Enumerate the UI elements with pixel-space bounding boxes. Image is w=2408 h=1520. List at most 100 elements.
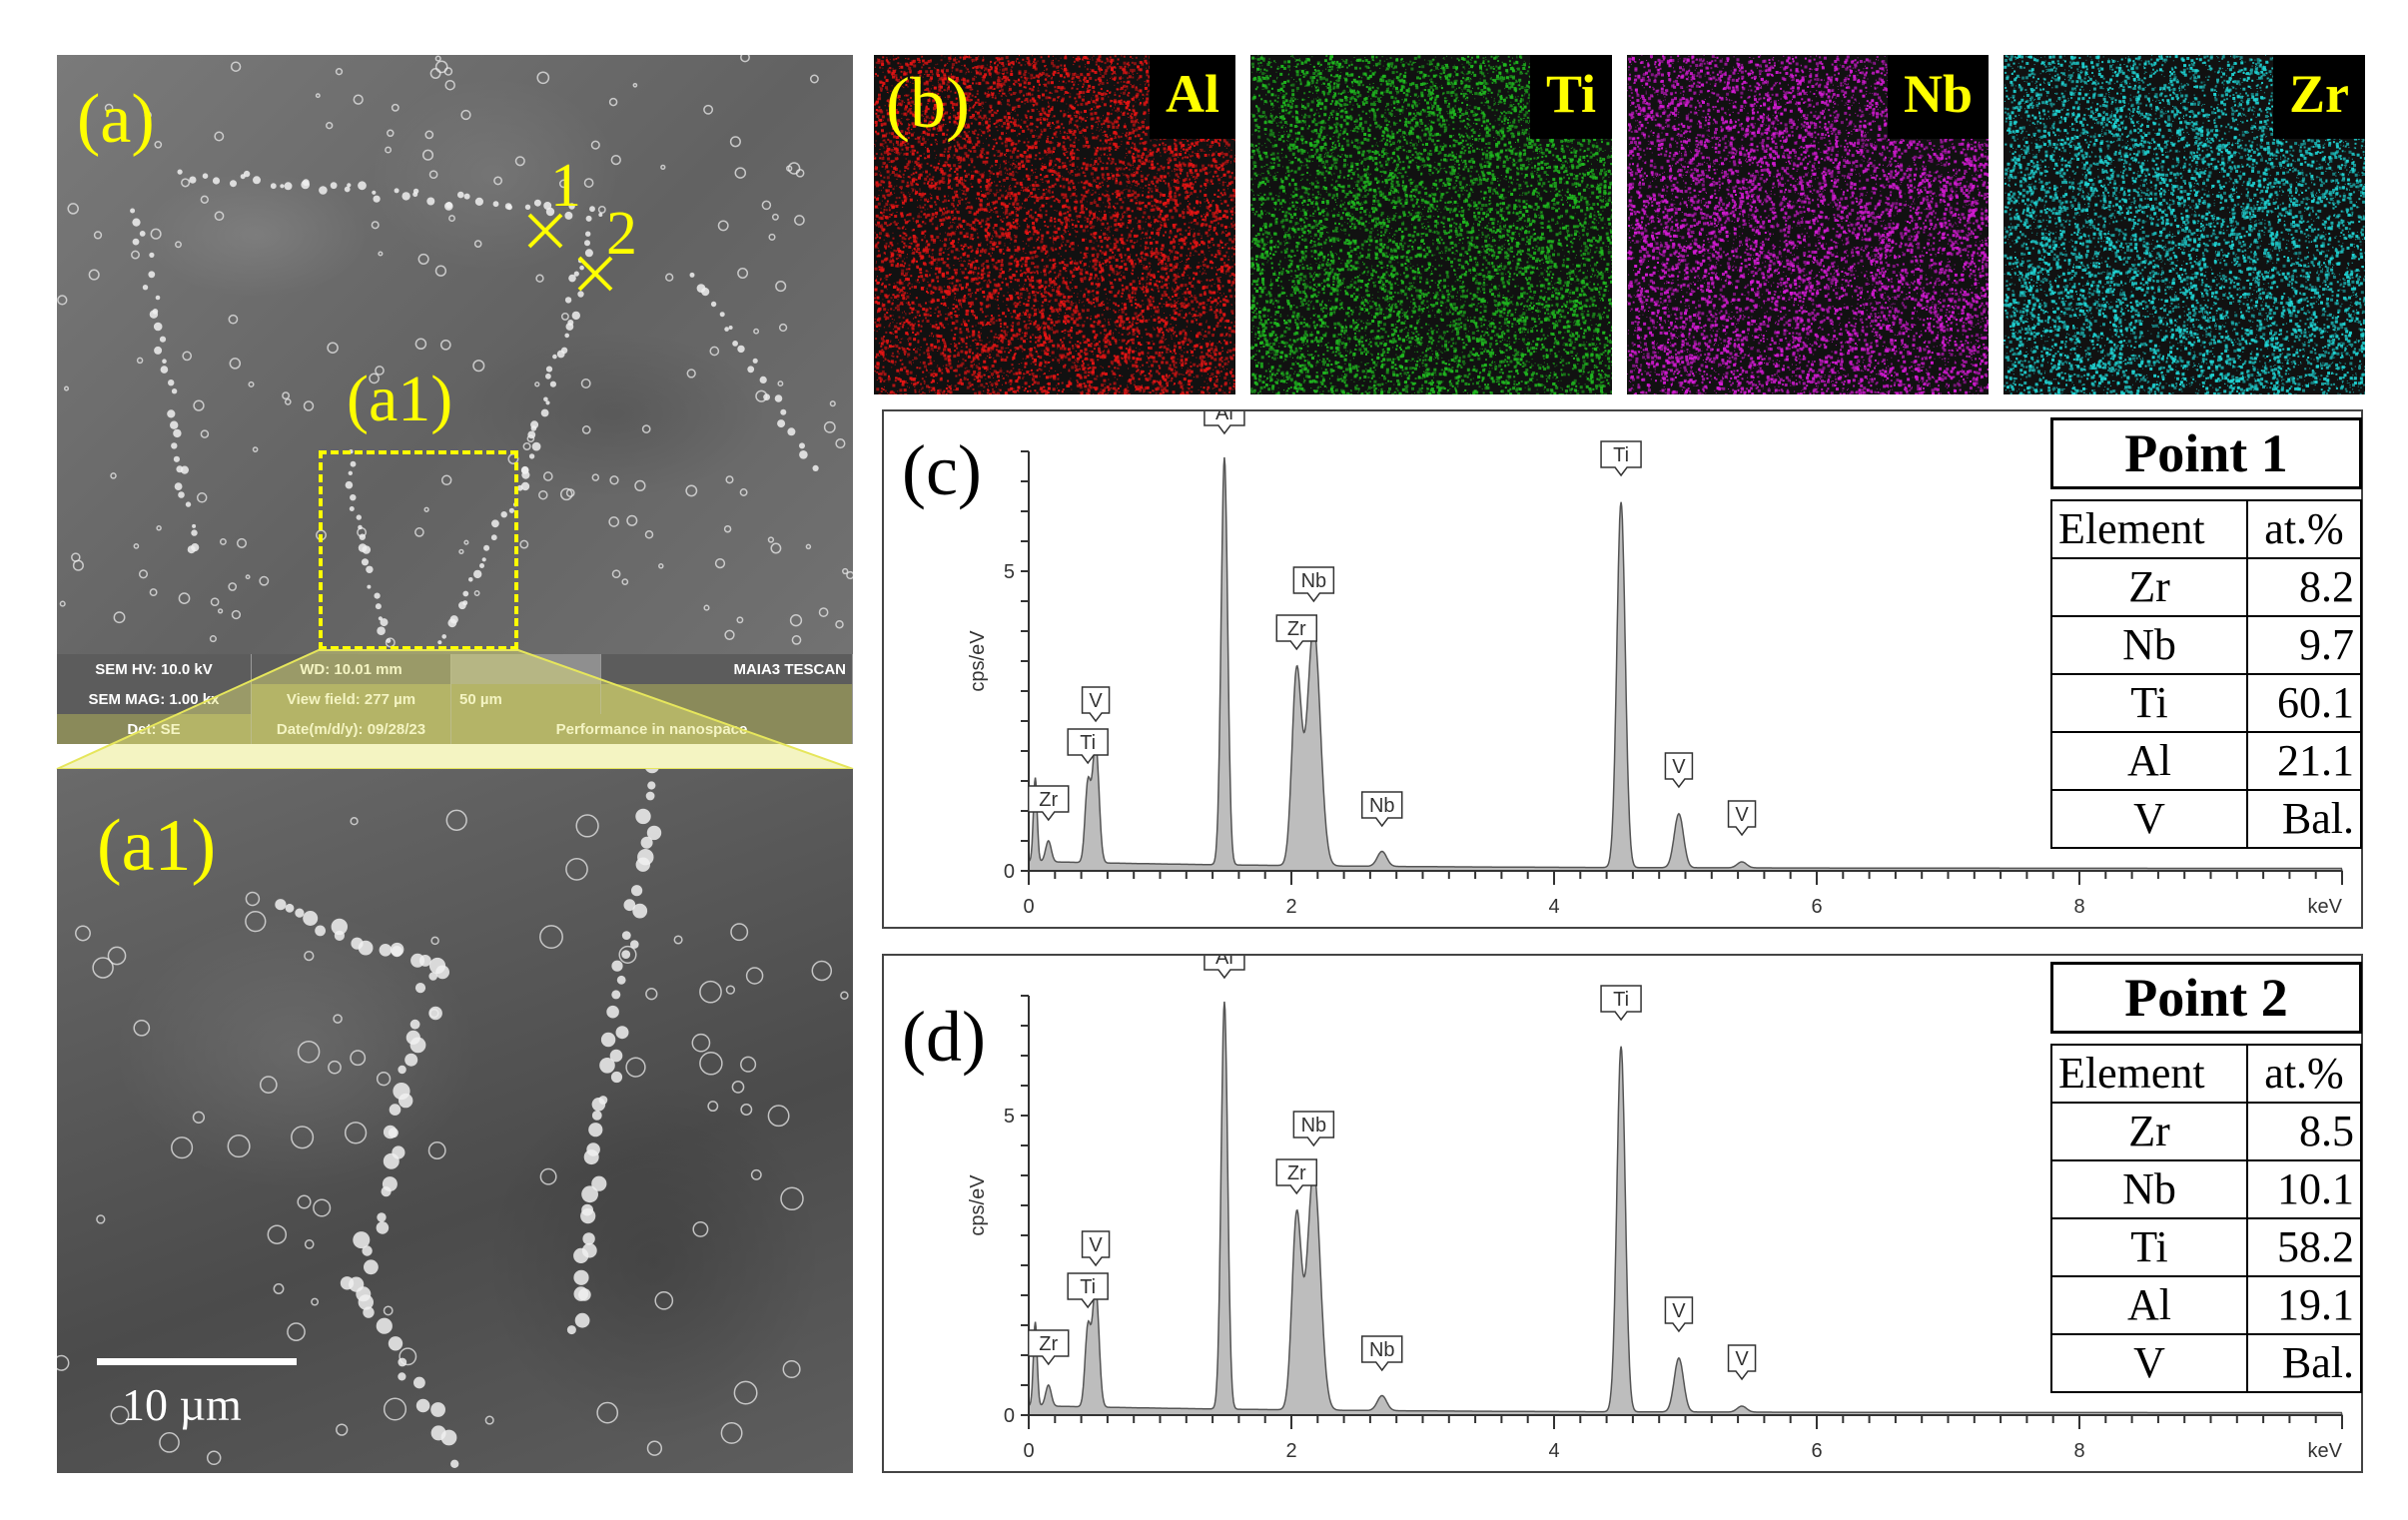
peak-label-ti: Ti [1600,985,1642,1022]
zoom-texture [57,769,849,1468]
peak-label-ti: Ti [1067,728,1109,765]
point-marker-1 [527,213,563,249]
table-row: Zr 8.5 [2050,1102,2362,1161]
cell-element: Zr [2050,557,2248,617]
cell-value: 8.5 [2246,1102,2362,1161]
peak-label-nb: Nb [1292,566,1335,603]
point-1-table: Element at.% Zr 8.2 Nb 9.7 Ti 60.1 Al 21.1 V… [2050,499,2362,849]
scale-bar-label: 10 µm [122,1378,242,1431]
peak-label-zr: Zr [1027,1329,1070,1366]
cell-element: Al [2050,1275,2248,1335]
x-tick-label: 8 [2073,1440,2084,1462]
point-label-2: 2 [606,203,637,265]
y-tick-label: 0 [1004,861,1015,883]
table-row: V Bal. [2050,789,2362,849]
header-at: at.% [2246,499,2362,559]
peak-label-v: V [1664,1296,1694,1333]
sem-brand: MAIA3 TESCAN [601,654,853,684]
peak-label-v: V [1081,686,1111,723]
panel-label-a: (a) [77,85,155,155]
sem-info-row-2: SEM MAG: 1.00 kx View field: 277 µm 50 µ… [57,684,853,714]
y-tick-label: 0 [1004,1405,1015,1427]
cell-element: V [2050,789,2248,849]
cell-value: Bal. [2246,1333,2362,1393]
map-badge-zr: Zr [2273,55,2365,139]
cell-element: V [2050,1333,2248,1393]
point-2-title: Point 2 [2050,962,2362,1034]
cell-value: Bal. [2246,789,2362,849]
peak-label-v: V [1727,1344,1757,1381]
scale-ruler [451,654,601,684]
map-badge-al: Al [1150,55,1235,139]
cell-element: Nb [2050,615,2248,675]
peak-label-al: Al [1204,411,1245,435]
sem-info-bar: SEM HV: 10.0 kV WD: 10.01 mm MAIA3 TESCA… [57,654,853,744]
point-label-1: 1 [550,155,581,217]
cell-value: 10.1 [2246,1159,2362,1219]
x-tick-label: 4 [1548,896,1559,918]
x-tick-label: 4 [1548,1440,1559,1462]
table-row: Ti 60.1 [2050,673,2362,733]
spectrum-panel-d: 0 2 4 6 8 0 5 keV cps/eV Zr Ti V Al Zr Nb Nb Ti V V (d) Po… [882,954,2363,1473]
y-tick-label: 5 [1004,1106,1015,1128]
x-tick-label: 0 [1023,1440,1034,1462]
roi-box [319,450,518,650]
sem-slogan: Performance in nanospace [451,714,853,744]
point-marker-2 [577,256,613,292]
table-header: Element at.% [2050,1044,2362,1104]
spectrum-area [1028,1001,2343,1416]
peak-label-nb: Nb [1360,791,1403,828]
y-tick-label: 5 [1004,561,1015,583]
x-tick-label: 8 [2073,896,2084,918]
cell-element: Ti [2050,1217,2248,1277]
peak-label-ti: Ti [1067,1272,1109,1309]
sem-detector: Det: SE [57,714,252,744]
sem-date: Date(m/d/y): 09/28/23 [252,714,451,744]
map-badge-ti: Ti [1529,55,1612,139]
cell-value: 19.1 [2246,1275,2362,1335]
sem-info-blank [601,684,853,714]
table-row: Al 21.1 [2050,731,2362,791]
y-axis-title: cps/eV [967,630,989,692]
sem-scale-text: 50 µm [451,684,601,714]
table-row: Zr 8.2 [2050,557,2362,617]
x-tick-label: 2 [1285,1440,1296,1462]
cell-value: 9.7 [2246,615,2362,675]
point-1-title: Point 1 [2050,417,2362,489]
table-row: V Bal. [2050,1333,2362,1393]
scale-bar [97,1358,297,1365]
peak-label-v: V [1727,800,1757,837]
spectrum-panel-c: 0 2 4 6 8 0 5 keV cps/eV Zr Ti V Al Zr Nb Nb Ti V V (c) Po… [882,409,2363,929]
peak-label-nb: Nb [1292,1111,1335,1147]
spectrum-area [1028,456,2343,872]
x-axis-title: keV [2308,896,2343,918]
cell-value: 60.1 [2246,673,2362,733]
map-badge-nb: Nb [1887,55,1989,139]
header-element: Element [2050,1044,2248,1104]
table-row: Nb 9.7 [2050,615,2362,675]
sem-hv: SEM HV: 10.0 kV [57,654,252,684]
y-axis-title: cps/eV [967,1174,989,1236]
eds-map-zr: Zr [2004,55,2365,394]
peak-label-v: V [1081,1230,1111,1267]
sem-micrograph: 1 2 (a) (a1) [57,55,853,654]
header-element: Element [2050,499,2248,559]
sem-wd: WD: 10.01 mm [252,654,451,684]
sem-image-a1: (a1) 10 µm [57,769,853,1473]
sem-info-row-3: Det: SE Date(m/d/y): 09/28/23 Performanc… [57,714,853,744]
table-row: Al 19.1 [2050,1275,2362,1335]
inset-label-a1: (a1) [347,367,452,432]
x-tick-label: 6 [1811,1440,1822,1462]
peak-label-ti: Ti [1600,440,1642,477]
panel-label-c: (c) [902,429,982,512]
peak-label-zr: Zr [1027,785,1070,822]
grain-texture [57,55,853,648]
point-2-table: Element at.% Zr 8.5 Nb 10.1 Ti 58.2 Al 19.1 … [2050,1044,2362,1393]
x-tick-label: 2 [1285,896,1296,918]
eds-map-ti: Ti [1250,55,1612,394]
peak-label-v: V [1664,752,1694,789]
sem-mag: SEM MAG: 1.00 kx [57,684,252,714]
